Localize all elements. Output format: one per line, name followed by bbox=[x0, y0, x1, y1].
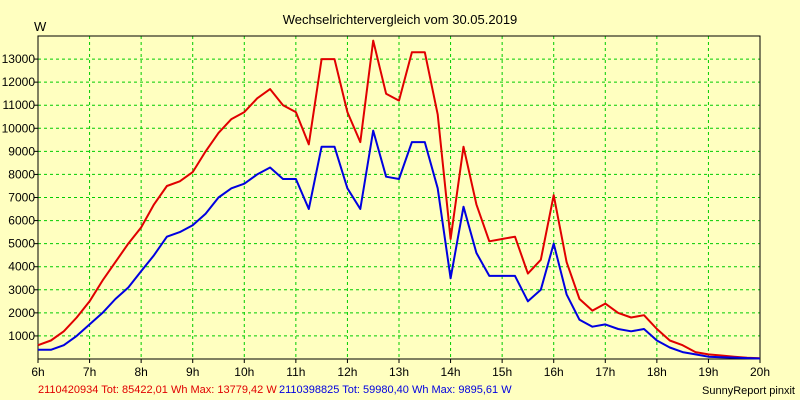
x-tick-label: 16h bbox=[544, 365, 564, 379]
y-tick-label: 7000 bbox=[8, 191, 35, 205]
y-tick-label: 8000 bbox=[8, 167, 35, 181]
x-tick-label: 9h bbox=[186, 365, 199, 379]
x-tick-label: 11h bbox=[286, 365, 305, 379]
y-tick-label: 13000 bbox=[2, 52, 36, 66]
y-axis-ticks: 1000 2000 3000 4000 5000 6000 7000 8000 9000 1000… bbox=[2, 52, 38, 343]
y-tick-label: 3000 bbox=[8, 283, 35, 297]
series-summary-2: 2110398825 Tot: 59980,40 Wh Max: 9895,61… bbox=[279, 384, 512, 396]
y-tick-label: 9000 bbox=[8, 144, 35, 158]
x-tick-label: 10h bbox=[234, 365, 254, 379]
x-tick-label: 19h bbox=[698, 365, 718, 379]
y-tick-label: 10000 bbox=[2, 121, 36, 135]
x-tick-label: 6h bbox=[31, 365, 44, 379]
series-summary-1: 2110420934 Tot: 85422,01 Wh Max: 13779,4… bbox=[38, 384, 277, 396]
y-tick-label: 5000 bbox=[8, 237, 35, 251]
y-tick-label: 12000 bbox=[2, 75, 36, 89]
x-axis-ticks: 6h 7h 8h 9h 10h 11h 12h 13h 14h 15h 16h 17h 18h 19h 20… bbox=[31, 359, 770, 379]
y-tick-label: 2000 bbox=[8, 306, 35, 320]
y-tick-label: 11000 bbox=[3, 98, 36, 112]
chart-title: Wechselrichtervergleich vom 30.05.2019 bbox=[283, 12, 518, 27]
x-tick-label: 20h bbox=[750, 365, 770, 379]
y-axis-unit-label: W bbox=[34, 19, 47, 34]
grid-lines bbox=[38, 36, 760, 359]
series-lines bbox=[37, 39, 761, 360]
x-tick-label: 14h bbox=[441, 365, 461, 379]
x-tick-label: 15h bbox=[492, 365, 512, 379]
x-tick-label: 13h bbox=[389, 365, 409, 379]
x-tick-label: 12h bbox=[337, 365, 357, 379]
y-tick-label: 1000 bbox=[8, 329, 35, 343]
credit-label: SunnyReport pinxit bbox=[702, 385, 795, 397]
x-tick-label: 18h bbox=[647, 365, 667, 379]
x-tick-label: 7h bbox=[83, 365, 96, 379]
x-tick-label: 8h bbox=[134, 365, 147, 379]
series-line-2 bbox=[38, 129, 761, 360]
y-tick-label: 4000 bbox=[8, 260, 35, 274]
series-line-1 bbox=[37, 39, 761, 360]
x-tick-label: 17h bbox=[595, 365, 615, 379]
y-tick-label: 6000 bbox=[8, 214, 35, 228]
